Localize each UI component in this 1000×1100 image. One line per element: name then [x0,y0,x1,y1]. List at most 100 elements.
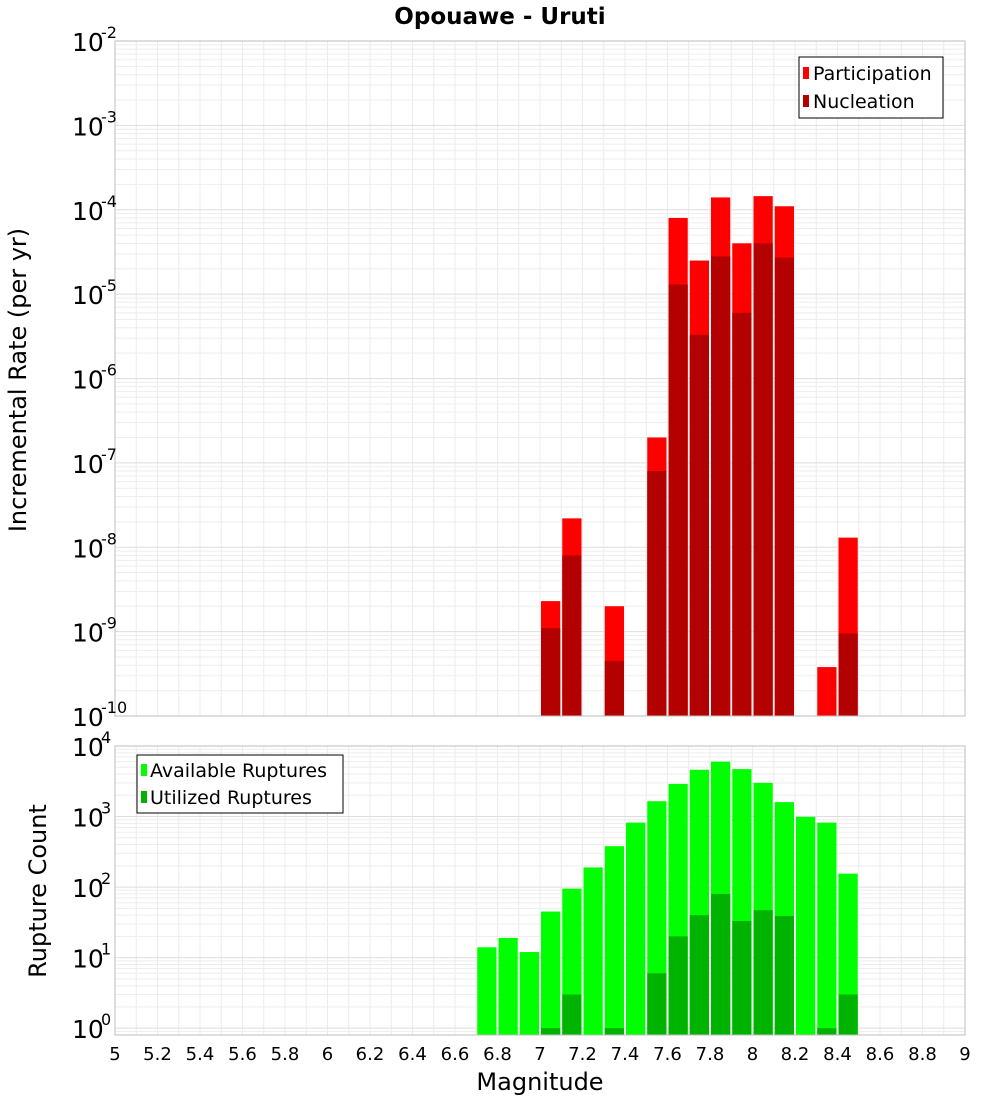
legend-label-utilized: Utilized Ruptures [150,787,312,809]
bottom-legend: Available Ruptures Utilized Ruptures [136,754,344,814]
x-tick-label: 7.6 [653,1044,682,1065]
x-tick-label: 6.2 [356,1044,385,1065]
x-tick-label: 6.8 [483,1044,512,1065]
x-tick-label: 8.4 [823,1044,852,1065]
x-tick-label: 5.2 [143,1044,172,1065]
y-tick-label: 10 [72,197,104,226]
y-tick-label: 10 [72,366,104,395]
x-tick-label: 8 [747,1044,758,1065]
y-tick-label: 10 [72,450,104,479]
x-tick-label: 7.8 [696,1044,725,1065]
x-tick-label: 9 [959,1044,970,1065]
top-bars [541,196,858,717]
x-tick-label: 7 [534,1044,545,1065]
x-tick-label: 7.4 [611,1044,640,1065]
y-tick-label: 10 [72,703,104,732]
x-tick-label: 8.2 [781,1044,810,1065]
count-bar-available-ruptures-7.25 [583,867,603,1035]
legend-swatch-participation [803,67,809,79]
rate-bar-nucleation-8.05 [753,243,773,717]
y-tick-exponent: 1 [101,940,111,959]
top-legend: Participation Nucleation [798,56,944,119]
count-bar-available-ruptures-7.05 [541,911,561,1035]
y-tick-exponent: -6 [101,361,117,380]
count-bar-utilized-ruptures-8.35 [817,1028,837,1035]
count-bar-utilized-ruptures-7.05 [541,1028,561,1035]
y-tick-exponent: 4 [101,728,111,747]
rate-bar-nucleation-7.35 [604,660,624,716]
y-tick-exponent: -3 [101,107,117,126]
rate-bar-nucleation-8.45 [838,633,858,716]
top-legend-box [798,56,944,119]
count-bar-available-ruptures-6.75 [477,947,497,1035]
x-tick-label: 5.8 [271,1044,300,1065]
rate-bar-nucleation-7.85 [711,256,731,716]
y-tick-exponent: -2 [101,23,117,42]
x-tick-label: 8.6 [866,1044,895,1065]
rate-bar-nucleation-7.55 [647,471,667,716]
top-y-axis-label: Incremental Rate (per yr) [4,228,32,532]
rate-bar-nucleation-7.65 [668,284,688,716]
count-bar-available-ruptures-8.25 [796,816,816,1035]
rate-bar-nucleation-8.15 [774,257,794,716]
y-tick-exponent: -4 [101,192,117,211]
count-bar-available-ruptures-7.35 [604,846,624,1035]
chart-title: Opouawe - Uruti [394,4,605,30]
legend-swatch-utilized [141,791,147,803]
y-tick-exponent: -8 [101,529,117,548]
bottom-bars [477,761,858,1035]
top-y-ticks: 10-210-310-410-510-610-710-810-910-10 [72,23,127,732]
x-tick-label: 5.4 [186,1044,215,1065]
count-bar-available-ruptures-6.95 [519,952,539,1035]
count-bar-available-ruptures-7.45 [626,822,646,1035]
count-bar-utilized-ruptures-7.75 [689,915,709,1035]
top-plot-frame [114,40,966,717]
bottom-plot-frame [114,745,966,1036]
y-tick-label: 10 [72,534,104,563]
x-tick-label: 6.6 [441,1044,470,1065]
y-tick-label: 10 [72,281,104,310]
count-bar-utilized-ruptures-8.05 [753,910,773,1035]
rate-bar-nucleation-7.95 [732,312,752,716]
rate-bar-nucleation-7.15 [562,555,582,716]
count-bar-utilized-ruptures-7.15 [562,994,582,1035]
legend-label-nucleation: Nucleation [813,91,915,113]
y-tick-exponent: -5 [101,276,117,295]
rate-bar-participation-8.35 [817,667,837,716]
top-grid [114,40,966,717]
legend-label-participation: Participation [813,63,932,85]
count-bar-utilized-ruptures-7.85 [711,893,731,1035]
bottom-legend-box [136,754,344,814]
y-tick-label: 10 [72,619,104,648]
y-tick-exponent: -7 [101,445,117,464]
count-bar-available-ruptures-8.35 [817,822,837,1035]
legend-label-available: Available Ruptures [150,760,327,782]
y-tick-label: 10 [72,945,104,974]
x-tick-label: 5 [109,1044,120,1065]
y-tick-exponent: 3 [101,799,111,818]
y-tick-exponent: -10 [101,698,127,717]
count-bar-utilized-ruptures-8.15 [774,915,794,1035]
x-tick-label: 6 [322,1044,333,1065]
count-bar-utilized-ruptures-7.95 [732,921,752,1035]
y-tick-label: 10 [72,1015,104,1044]
count-bar-utilized-ruptures-8.45 [838,994,858,1035]
y-tick-label: 10 [72,28,104,57]
x-tick-label: 8.8 [908,1044,937,1065]
y-tick-exponent: -9 [101,614,117,633]
incremental-rate-panel: 10-210-310-410-510-610-710-810-910-10 In… [4,23,966,732]
count-bar-utilized-ruptures-7.55 [647,973,667,1035]
rate-bar-nucleation-7.75 [689,334,709,716]
x-tick-label: 6.4 [398,1044,427,1065]
x-tick-label: 5.6 [228,1044,257,1065]
count-bar-available-ruptures-6.85 [498,937,518,1035]
bottom-y-axis-label: Rupture Count [24,804,52,978]
legend-swatch-nucleation [803,95,809,107]
x-tick-label: 7.2 [568,1044,597,1065]
count-bar-utilized-ruptures-7.35 [604,1028,624,1035]
y-tick-exponent: 0 [101,1010,111,1029]
y-tick-label: 10 [72,874,104,903]
rate-bar-nucleation-7.05 [541,628,561,716]
